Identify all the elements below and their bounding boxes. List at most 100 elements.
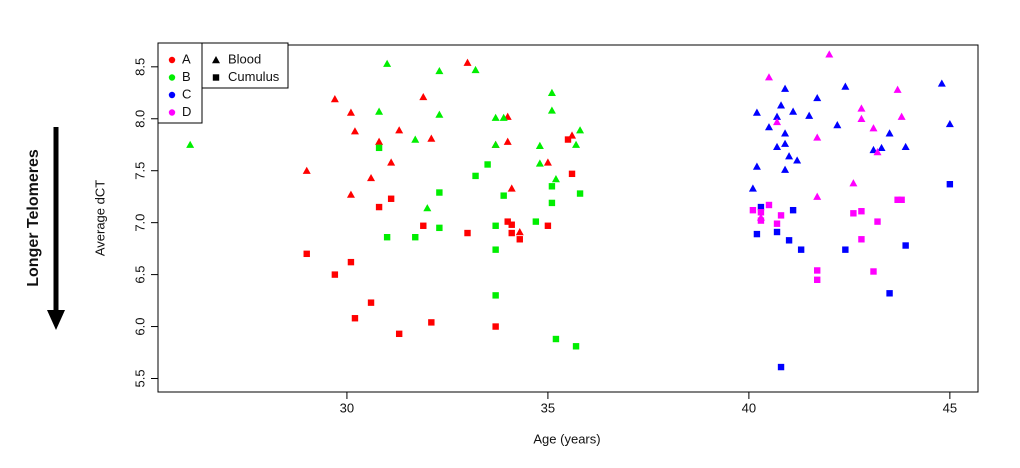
y-tick-label: 5.5 — [132, 369, 147, 387]
point — [937, 79, 946, 87]
point — [777, 363, 785, 371]
legend-label: B — [182, 69, 191, 84]
point — [805, 111, 814, 119]
point — [897, 112, 906, 120]
point — [435, 110, 444, 118]
point — [902, 242, 909, 249]
point — [411, 135, 420, 143]
point — [331, 271, 339, 278]
side-label: Longer Telomeres — [25, 149, 42, 287]
point — [873, 148, 882, 156]
point — [869, 145, 878, 154]
point — [419, 92, 428, 101]
point — [568, 170, 576, 178]
point — [435, 66, 444, 75]
point — [781, 129, 790, 137]
point — [945, 119, 954, 128]
point — [548, 199, 556, 207]
point — [894, 196, 901, 203]
point — [552, 335, 560, 343]
legend-swatch — [168, 74, 176, 81]
y-tick-label: 7.5 — [132, 162, 147, 180]
point — [857, 104, 866, 112]
legend-label: C — [182, 86, 191, 101]
point — [346, 108, 355, 116]
legend-label: Blood — [228, 51, 261, 66]
point — [508, 229, 515, 237]
point — [375, 137, 384, 145]
point — [749, 206, 757, 214]
y-tick-label: 7.0 — [132, 214, 147, 232]
point — [885, 129, 894, 137]
point — [858, 208, 865, 215]
point — [428, 319, 435, 326]
legend-label: D — [182, 104, 191, 119]
point — [773, 142, 782, 151]
point — [781, 139, 790, 147]
point — [507, 184, 516, 192]
point — [367, 173, 376, 182]
point — [773, 112, 782, 120]
point — [842, 246, 849, 253]
point — [777, 212, 785, 219]
point — [395, 126, 404, 134]
point — [814, 276, 821, 283]
legend-swatch — [212, 56, 220, 64]
point — [367, 299, 375, 306]
point — [492, 292, 499, 299]
x-tick-label: 35 — [541, 400, 555, 415]
point — [841, 82, 850, 90]
point — [508, 221, 515, 228]
point — [893, 85, 902, 93]
point — [849, 179, 858, 187]
legend-label: A — [182, 51, 191, 66]
point — [423, 204, 432, 212]
point — [773, 117, 782, 126]
point — [484, 161, 491, 168]
point — [516, 236, 523, 243]
point — [764, 123, 773, 131]
y-tick-label: 8.5 — [132, 58, 147, 76]
point — [515, 228, 524, 236]
point — [576, 126, 585, 134]
point — [572, 140, 581, 148]
point — [785, 152, 794, 160]
point — [757, 209, 765, 216]
point — [499, 113, 508, 121]
point — [877, 143, 886, 152]
point — [757, 217, 765, 224]
point — [500, 192, 507, 199]
point — [813, 133, 822, 141]
point — [870, 268, 877, 275]
point — [463, 58, 472, 66]
point — [395, 330, 403, 338]
point — [350, 127, 359, 135]
point — [383, 59, 392, 67]
point — [858, 236, 865, 243]
point — [793, 156, 802, 164]
point — [383, 234, 391, 241]
point — [901, 142, 910, 151]
point — [503, 137, 512, 145]
point — [765, 201, 773, 209]
point — [351, 315, 359, 322]
x-tick-label: 30 — [340, 400, 354, 415]
point — [785, 237, 793, 244]
point — [869, 124, 878, 132]
point — [764, 73, 773, 81]
point — [347, 258, 355, 266]
point — [472, 172, 479, 180]
point — [857, 114, 866, 122]
point — [773, 220, 781, 227]
point — [781, 165, 790, 173]
point — [946, 181, 954, 188]
point — [436, 189, 443, 196]
point — [773, 228, 781, 236]
point — [789, 206, 797, 214]
point — [532, 218, 540, 225]
point — [186, 140, 195, 148]
x-tick-label: 40 — [742, 400, 756, 415]
point — [572, 343, 580, 350]
point — [833, 120, 842, 129]
